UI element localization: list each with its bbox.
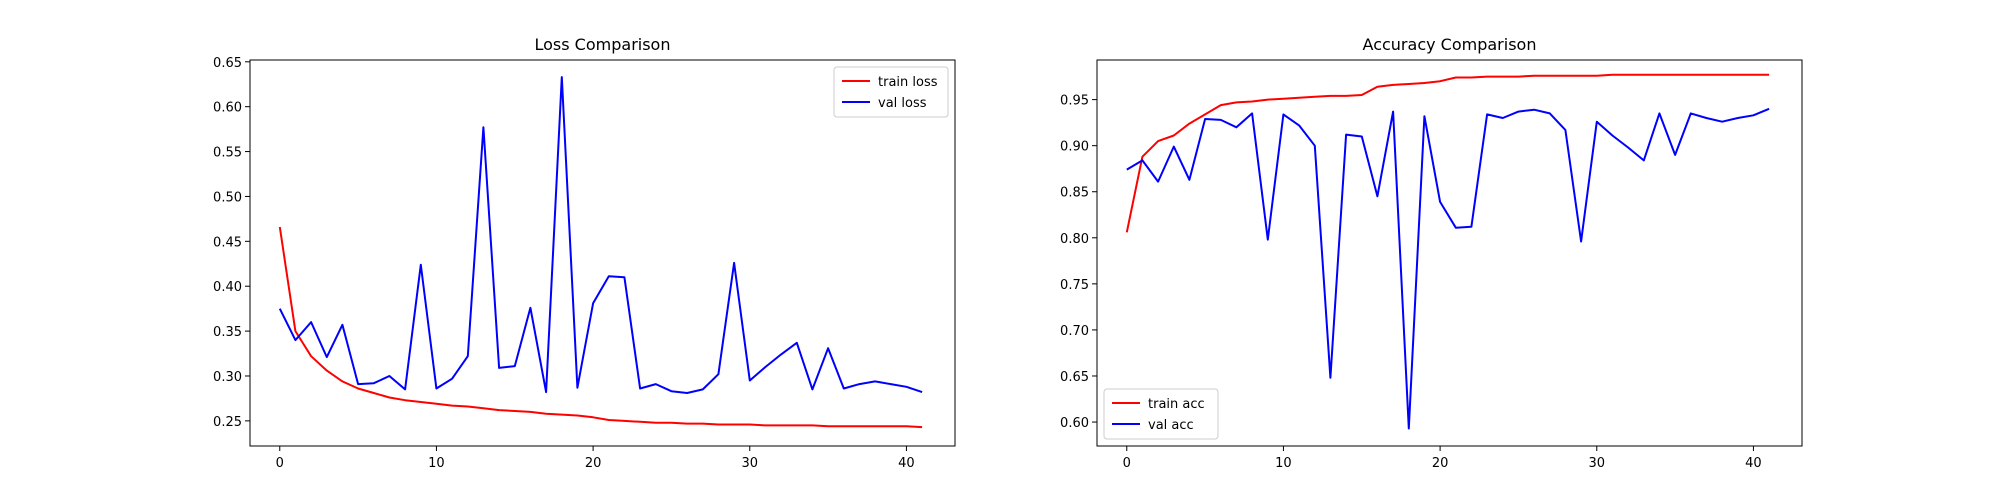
loss-y-tick-label: 0.65 [213, 56, 242, 71]
accuracy-y-tick-label: 0.80 [1060, 232, 1089, 247]
accuracy-x-tick-label: 10 [1275, 456, 1292, 471]
loss-y-tick-label: 0.35 [213, 325, 242, 340]
loss-y-tick-label: 0.55 [213, 146, 242, 161]
accuracy-y-tick-label: 0.60 [1060, 416, 1089, 431]
accuracy-legend-box [1103, 388, 1219, 440]
legend-label-val-loss: val loss [878, 96, 927, 111]
loss-x-tick-label: 20 [585, 456, 602, 471]
series-line-val-acc [1126, 107, 1770, 430]
loss-x-tick-label: 10 [428, 456, 445, 471]
legend-label-train-loss: train loss [878, 75, 938, 90]
legend-label-val-acc: val acc [1148, 418, 1194, 433]
loss-legend-box [833, 66, 949, 118]
accuracy-series-layer [1125, 73, 1770, 430]
loss-chart-title: Loss Comparison [535, 35, 671, 54]
loss-x-tick-label: 30 [741, 456, 758, 471]
series-line-train-loss [278, 226, 923, 429]
loss-x-tick-label: 40 [898, 456, 915, 471]
series-line-train-acc [1125, 73, 1770, 233]
loss-x-axis: 0 10 20 30 40 [276, 446, 915, 471]
loss-y-tick-label: 0.30 [213, 370, 242, 385]
loss-plot-frame [249, 59, 956, 447]
legend-label-train-acc: train acc [1148, 397, 1205, 412]
accuracy-x-tick-label: 0 [1123, 456, 1131, 471]
accuracy-comparison-chart: Accuracy Comparison 0 10 20 30 40 0.600.650.… [1060, 35, 1803, 471]
accuracy-x-axis: 0 10 20 30 40 [1123, 446, 1762, 471]
loss-y-tick-label: 0.25 [213, 415, 242, 430]
loss-y-tick-label: 0.50 [213, 190, 242, 205]
accuracy-chart-title: Accuracy Comparison [1363, 35, 1537, 54]
accuracy-y-tick-label: 0.90 [1060, 140, 1089, 155]
series-line-val-loss [278, 76, 923, 394]
loss-y-tick-label: 0.40 [213, 280, 242, 295]
loss-y-tick-label: 0.60 [213, 101, 242, 116]
loss-y-tick-label: 0.45 [213, 235, 242, 250]
accuracy-legend: train acc val acc [1103, 388, 1219, 440]
accuracy-y-tick-label: 0.70 [1060, 324, 1089, 339]
accuracy-x-tick-label: 40 [1745, 456, 1762, 471]
accuracy-y-tick-label: 0.85 [1060, 186, 1089, 201]
accuracy-x-tick-label: 30 [1588, 456, 1605, 471]
accuracy-y-tick-label: 0.75 [1060, 278, 1089, 293]
loss-comparison-chart: Loss Comparison 0 10 20 30 40 0.250.300.350.… [213, 35, 956, 471]
loss-x-tick-label: 0 [276, 456, 284, 471]
accuracy-y-tick-label: 0.95 [1060, 94, 1089, 109]
accuracy-y-tick-label: 0.65 [1060, 370, 1089, 385]
accuracy-y-axis: 0.60 0.65 0.70 0.75 0.80 0.85 0.90 0.95 [1060, 94, 1097, 431]
accuracy-plot-frame [1096, 59, 1803, 447]
loss-series-layer [278, 76, 923, 429]
accuracy-x-tick-label: 20 [1432, 456, 1449, 471]
loss-y-axis: 0.25 0.30 0.35 0.40 0.45 0.50 0.55 0.60 0.65 [213, 56, 250, 430]
loss-legend: train loss val loss [833, 66, 949, 118]
